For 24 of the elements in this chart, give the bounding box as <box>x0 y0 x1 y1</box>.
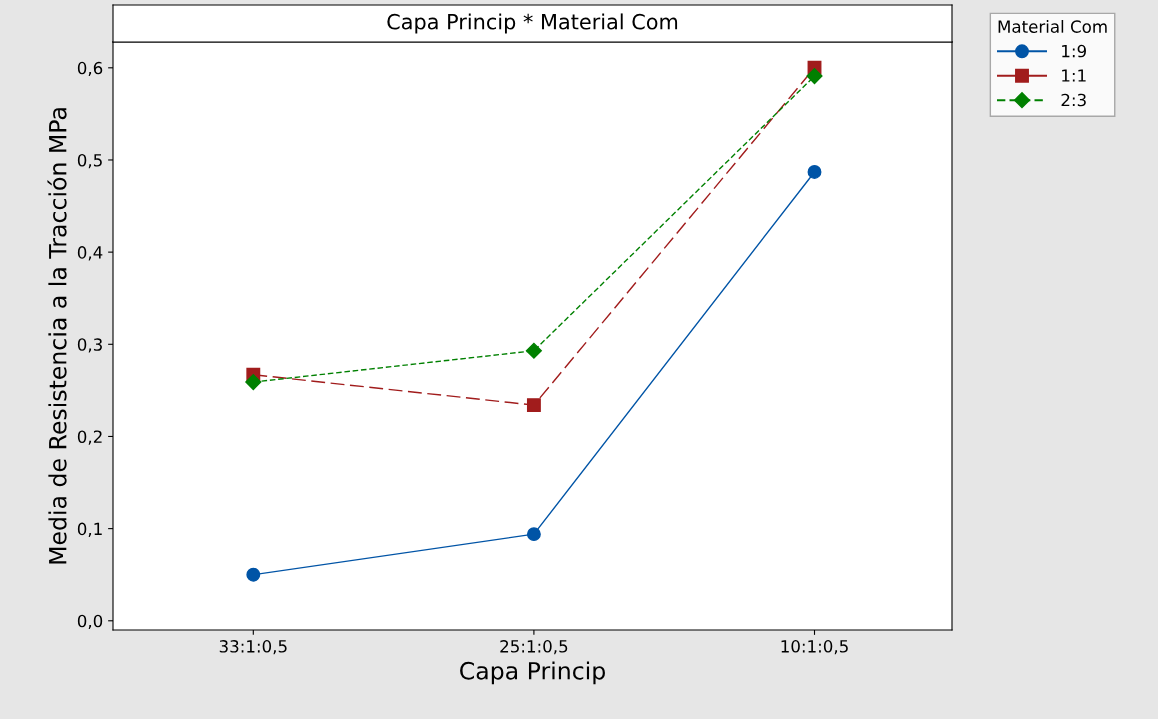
legend-label: 1:9 <box>1062 44 1086 58</box>
x-tick-label: 33:1:0,5 <box>219 640 287 655</box>
legend-label: 1:1 <box>1062 69 1086 82</box>
y-tick-label: 0,0 <box>77 614 103 630</box>
y-tick-label: 0,1 <box>77 522 102 537</box>
point <box>526 398 541 413</box>
chart-title: Capa Princip * Material Com <box>387 13 678 34</box>
x-tick-label: 10:1:0,5 <box>781 640 848 655</box>
y-tick-label: 0,2 <box>77 430 102 445</box>
y-axis-title: Media de Resistencia a la Tracción MPa <box>47 108 67 564</box>
x-tick-label: 25:1:0,5 <box>500 640 568 655</box>
point <box>246 567 261 582</box>
point <box>807 165 822 179</box>
y-tick-label: 0,6 <box>77 61 103 77</box>
y-tick-label: 0,5 <box>77 153 102 169</box>
legend-title: Material Com <box>998 20 1107 33</box>
y-tick-label: 0,4 <box>77 246 103 261</box>
point <box>526 527 541 542</box>
point <box>806 68 823 85</box>
y-tick-label: 0,3 <box>77 338 102 353</box>
x-axis-title: Capa Princip <box>460 661 605 685</box>
point <box>525 342 542 359</box>
point <box>245 374 262 391</box>
legend-label: 2:3 <box>1061 93 1086 107</box>
